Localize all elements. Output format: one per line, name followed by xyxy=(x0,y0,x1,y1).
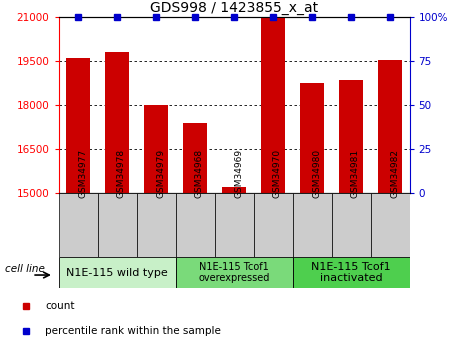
Bar xyxy=(176,257,292,288)
Text: N1E-115 Tcof1
inactivated: N1E-115 Tcof1 inactivated xyxy=(311,262,391,283)
Text: GSM34981: GSM34981 xyxy=(351,149,360,198)
Text: cell line: cell line xyxy=(4,265,45,274)
Bar xyxy=(332,193,370,257)
Bar xyxy=(339,80,363,193)
Bar xyxy=(98,193,136,257)
Bar xyxy=(261,17,285,193)
Text: GSM34970: GSM34970 xyxy=(273,149,282,198)
Bar xyxy=(183,123,207,193)
Bar xyxy=(292,193,332,257)
Text: N1E-115 Tcof1
overexpressed: N1E-115 Tcof1 overexpressed xyxy=(198,262,270,283)
Bar xyxy=(370,193,410,257)
Bar xyxy=(66,58,90,193)
Text: percentile rank within the sample: percentile rank within the sample xyxy=(45,326,221,336)
Text: GSM34969: GSM34969 xyxy=(234,149,243,198)
Text: count: count xyxy=(45,300,75,310)
Bar xyxy=(378,60,402,193)
Text: N1E-115 wild type: N1E-115 wild type xyxy=(66,268,168,277)
Bar xyxy=(144,105,168,193)
Title: GDS998 / 1423855_x_at: GDS998 / 1423855_x_at xyxy=(150,1,318,15)
Text: GSM34978: GSM34978 xyxy=(117,149,126,198)
Text: GSM34979: GSM34979 xyxy=(156,149,165,198)
Bar xyxy=(176,193,215,257)
Bar xyxy=(105,52,129,193)
Bar xyxy=(58,193,98,257)
Text: GSM34982: GSM34982 xyxy=(390,149,399,198)
Text: GSM34968: GSM34968 xyxy=(195,149,204,198)
Text: GSM34980: GSM34980 xyxy=(312,149,321,198)
Text: GSM34977: GSM34977 xyxy=(78,149,87,198)
Bar xyxy=(292,257,410,288)
Bar xyxy=(300,83,324,193)
Bar xyxy=(136,193,176,257)
Bar xyxy=(215,193,253,257)
Bar xyxy=(253,193,292,257)
Bar xyxy=(222,187,246,193)
Bar xyxy=(58,257,176,288)
